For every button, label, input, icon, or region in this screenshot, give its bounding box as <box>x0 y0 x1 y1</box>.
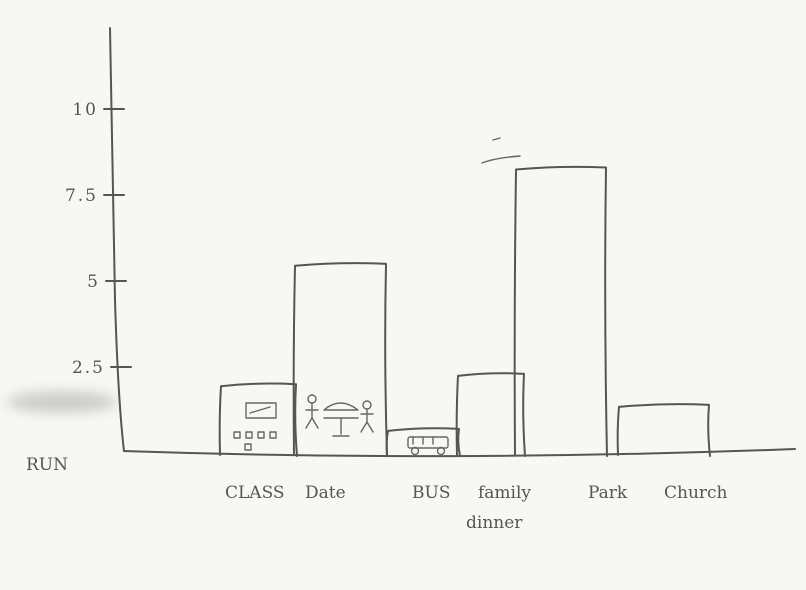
y-ticks: 2.5 5 7.5 10 <box>65 100 132 378</box>
category-label: Park <box>588 483 628 503</box>
bus-doodle-icon <box>407 436 449 456</box>
y-axis-label: RUN <box>26 455 68 475</box>
y-tick-label: 10 <box>72 100 98 120</box>
bar <box>616 403 711 457</box>
bar <box>292 262 388 457</box>
y-tick-label: 5 <box>87 272 100 292</box>
x-axis <box>123 448 796 458</box>
classroom-doodle-icon <box>233 402 277 451</box>
category-label: family dinner <box>466 483 531 533</box>
category-label: CLASS <box>225 483 285 503</box>
bar <box>218 382 298 457</box>
bar <box>513 165 608 457</box>
axes <box>109 27 796 458</box>
bars <box>218 165 711 457</box>
dinner-table-doodle-icon <box>305 394 374 437</box>
category-label: Date <box>305 483 346 503</box>
category-labels: CLASS Date BUS family dinner Park Church <box>225 483 728 533</box>
category-label: Church <box>664 483 728 503</box>
category-label: BUS <box>412 483 450 503</box>
pencil-smudge <box>7 391 117 413</box>
stray-mark <box>481 155 521 164</box>
y-axis <box>109 27 125 452</box>
y-tick-label: 2.5 <box>72 358 105 378</box>
y-tick-label: 7.5 <box>65 186 98 206</box>
bar <box>385 427 461 457</box>
bar-doodles <box>233 394 449 456</box>
stray-mark <box>492 137 501 141</box>
bar <box>455 372 526 457</box>
